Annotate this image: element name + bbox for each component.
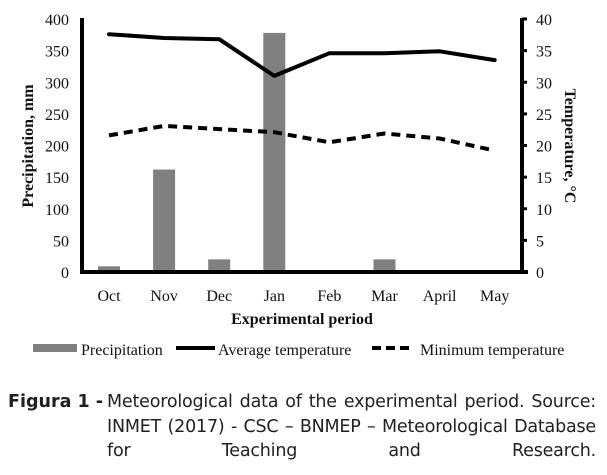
y-axis-right-title: Temperature, °C	[561, 89, 578, 204]
bar-jan	[263, 32, 286, 272]
left-tick-label: 0	[61, 265, 69, 282]
left-tick-label: 250	[45, 107, 69, 124]
right-tick-label: 5	[536, 233, 544, 250]
bar-nov	[153, 169, 176, 272]
bar-mar	[373, 259, 396, 272]
right-axis-ticks: 0 5 10 15 20 25 30 35 40	[522, 12, 552, 282]
x-tick-label-dec: Dec	[206, 288, 232, 305]
right-tick-label: 15	[536, 170, 552, 187]
right-tick-label: 10	[536, 202, 552, 219]
right-tick-label: 40	[536, 12, 552, 29]
average-temperature-line	[107, 32, 497, 78]
caption-text: Meteorological data of the experimental …	[107, 392, 596, 461]
x-tick-label-oct: Oct	[97, 288, 121, 305]
minimum-temperature-line	[108, 123, 496, 153]
x-tick-label-mar: Mar	[371, 288, 398, 305]
precipitation-bars	[98, 32, 396, 272]
left-tick-label: 50	[53, 233, 69, 250]
x-axis-title: Experimental period	[231, 311, 373, 328]
right-tick-label: 35	[536, 44, 552, 61]
x-tick-label-jan: Jan	[264, 288, 285, 305]
caption-label: Figura 1 -	[8, 392, 104, 412]
x-tick-label-nov: Nov	[150, 288, 178, 305]
temperature-lines	[107, 32, 497, 153]
bar-oct	[98, 266, 120, 272]
right-tick-label: 30	[536, 75, 552, 92]
left-tick-label: 150	[45, 170, 69, 187]
chart: 0 50 100 150 200 250 300 350 400 0 5 10 15 20 25 30 35 4…	[20, 12, 578, 359]
right-tick-label: 25	[536, 107, 552, 124]
legend-label-minimum-temperature: Minimum temperature	[420, 342, 564, 359]
right-tick-label: 20	[536, 139, 552, 156]
left-tick-label: 300	[45, 75, 69, 92]
right-tick-label: 0	[536, 265, 544, 282]
left-tick-label: 400	[45, 12, 69, 29]
x-axis-ticks: Oct Nov Dec Jan Feb Mar April May	[97, 288, 509, 305]
x-tick-label-april: April	[423, 288, 457, 305]
x-tick-label-feb: Feb	[317, 288, 341, 305]
legend-label-precipitation: Precipitation	[81, 342, 163, 359]
left-tick-label: 350	[45, 44, 69, 61]
left-tick-label: 200	[45, 139, 69, 156]
x-tick-label-may: May	[480, 288, 509, 305]
figure-caption: Figura 1 - Meteorological data of the ex…	[8, 390, 596, 464]
y-axis-left-title: Precipitation, mm	[20, 84, 37, 208]
legend-swatch-precipitation	[33, 344, 77, 352]
bar-dec	[208, 259, 231, 272]
left-axis-ticks: 0 50 100 150 200 250 300 350 400	[45, 12, 69, 282]
legend: Precipitation Average temperature Minimu…	[33, 342, 564, 359]
legend-label-average-temperature: Average temperature	[218, 342, 351, 359]
left-tick-label: 100	[45, 202, 69, 219]
